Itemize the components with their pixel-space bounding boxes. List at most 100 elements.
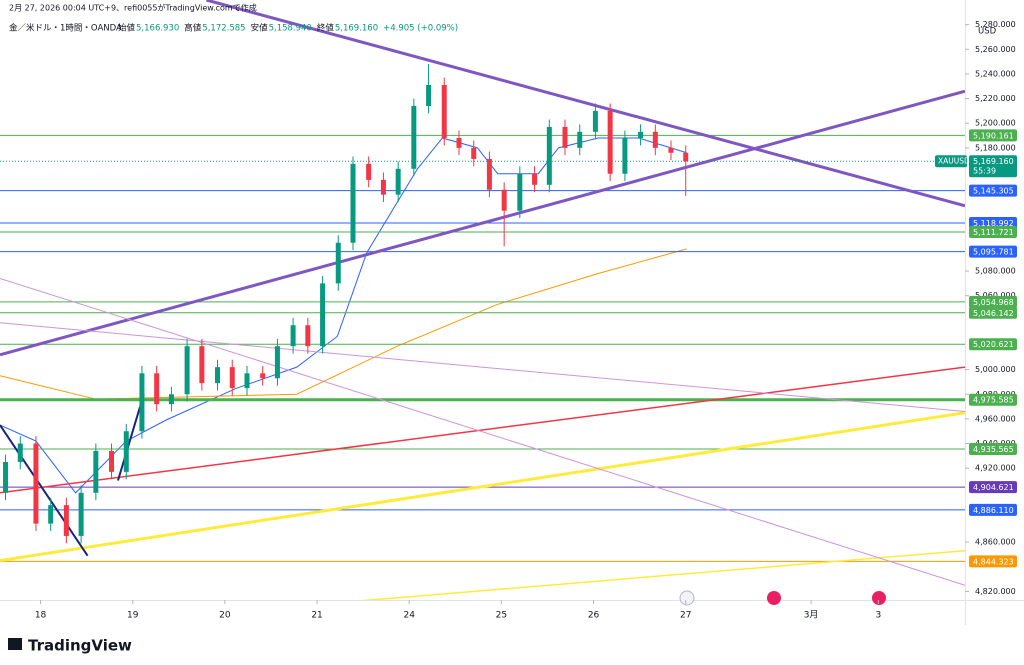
y-tick-label: 5,200.000 xyxy=(975,119,1016,128)
y-tick-label: 4,920.000 xyxy=(975,464,1016,473)
ohlc-label: 始値 xyxy=(118,23,136,34)
candle-body xyxy=(3,462,9,493)
level-label: 5,190.161 xyxy=(973,131,1014,140)
y-tick-label: 4,820.000 xyxy=(975,587,1016,596)
candle-body xyxy=(305,325,311,347)
price-change: +4.905 (+0.09%) xyxy=(383,24,458,34)
currency-label: USD xyxy=(978,27,997,37)
candle-body xyxy=(274,346,280,379)
level-label-box xyxy=(969,306,1017,319)
trend-line xyxy=(206,0,965,208)
trend-line xyxy=(0,424,89,557)
level-label: 5,118.992 xyxy=(973,219,1014,228)
x-tick-label: 3月 xyxy=(804,610,819,621)
level-label-box xyxy=(969,481,1017,494)
y-tick-label: 4,960.000 xyxy=(975,414,1016,423)
candle-body xyxy=(366,163,372,180)
ohlc-label: 安値 xyxy=(251,23,269,34)
x-tick-label: 25 xyxy=(496,611,507,621)
level-label-box xyxy=(969,442,1017,455)
candle-body xyxy=(109,450,115,472)
y-tick-label: 5,280.000 xyxy=(975,20,1016,29)
candle-body xyxy=(123,431,129,472)
level-label-box xyxy=(969,295,1017,308)
y-tick-label: 4,860.000 xyxy=(975,538,1016,547)
level-label: 4,975.585 xyxy=(973,396,1014,405)
level-label: 4,886.110 xyxy=(973,506,1014,515)
level-label-box xyxy=(969,184,1017,197)
ohlc-value: 5,169.160 xyxy=(335,24,378,34)
candle-body xyxy=(592,110,598,132)
candle-body xyxy=(395,168,401,195)
x-tick-label: 21 xyxy=(311,611,322,621)
y-tick-label: 5,220.000 xyxy=(975,94,1016,103)
x-tick-label: 3 xyxy=(875,611,881,621)
candle-body xyxy=(78,492,84,536)
price-axis: 5,280.000 5,260.000 5,240.000 5,220.000 5,20… xyxy=(935,20,1017,596)
candle-body xyxy=(532,173,538,185)
candle-body xyxy=(380,179,386,195)
candle-body xyxy=(168,394,174,405)
x-tick-label: 27 xyxy=(680,611,691,621)
candle-body xyxy=(607,110,613,174)
symbol-label-box xyxy=(935,155,967,168)
plot-area xyxy=(0,0,965,600)
candle-body xyxy=(456,137,462,148)
candle-body xyxy=(215,367,221,384)
level-label: 5,046.142 xyxy=(973,309,1014,318)
event-icons xyxy=(679,590,886,606)
candle-body xyxy=(350,163,356,243)
candle-body xyxy=(320,283,326,347)
ohlc-value: 5,158.940 xyxy=(269,24,312,34)
y-tick-label: 5,240.000 xyxy=(975,69,1016,78)
level-label-box xyxy=(969,338,1017,351)
candle-body xyxy=(335,242,341,284)
trend-line xyxy=(0,366,965,494)
created-note: 2月 27, 2026 00:04 UTC+9、refi0055がTrading… xyxy=(9,3,257,13)
ohlc-label: 高値 xyxy=(184,23,202,34)
level-label-box xyxy=(969,555,1017,568)
candle-body xyxy=(668,147,674,153)
countdown: 55:39 xyxy=(973,167,996,176)
candle-body xyxy=(652,131,658,148)
candle-body xyxy=(17,443,23,463)
x-tick-label: 19 xyxy=(127,611,139,621)
candle-body xyxy=(426,85,432,106)
y-tick-label: 5,000.000 xyxy=(975,365,1016,374)
level-label-box xyxy=(969,225,1017,238)
level-label-box xyxy=(969,129,1017,142)
level-label: 5,095.781 xyxy=(973,248,1014,257)
level-label: 5,020.621 xyxy=(973,340,1014,349)
ohlc-info: 始値 5,166.930 高値 5,172.585 安値 5,158.940 終値 5,169… xyxy=(118,23,458,34)
candle-body xyxy=(229,367,235,389)
candle-body xyxy=(441,85,447,138)
level-label: 5,054.968 xyxy=(973,298,1014,307)
level-label-box xyxy=(969,393,1017,406)
x-tick-label: 18 xyxy=(35,611,47,621)
candle-body xyxy=(546,126,552,185)
candle-body xyxy=(471,147,477,159)
current-price-box xyxy=(969,155,1017,178)
y-tick-label: 5,080.000 xyxy=(975,267,1016,276)
candle-body xyxy=(411,105,417,169)
y-tick-label: 5,180.000 xyxy=(975,143,1016,152)
level-label-box xyxy=(969,503,1017,516)
y-tick-label: 5,060.000 xyxy=(975,291,1016,300)
trend-line xyxy=(0,89,965,357)
ohlc-label: 終値 xyxy=(317,23,335,34)
trend-line xyxy=(0,277,965,586)
x-tick-label: 26 xyxy=(588,611,600,621)
trend-line xyxy=(360,549,965,600)
level-label: 4,935.565 xyxy=(973,445,1014,454)
level-label: 4,844.323 xyxy=(973,557,1014,566)
level-label: 5,145.305 xyxy=(973,187,1014,196)
candle-body xyxy=(683,152,689,162)
candle-body xyxy=(577,131,583,148)
ohlc-value: 5,172.585 xyxy=(202,24,245,34)
candle-body xyxy=(638,131,644,138)
candle-body xyxy=(184,346,190,395)
candle-body xyxy=(290,325,296,347)
candle-body xyxy=(562,126,568,148)
